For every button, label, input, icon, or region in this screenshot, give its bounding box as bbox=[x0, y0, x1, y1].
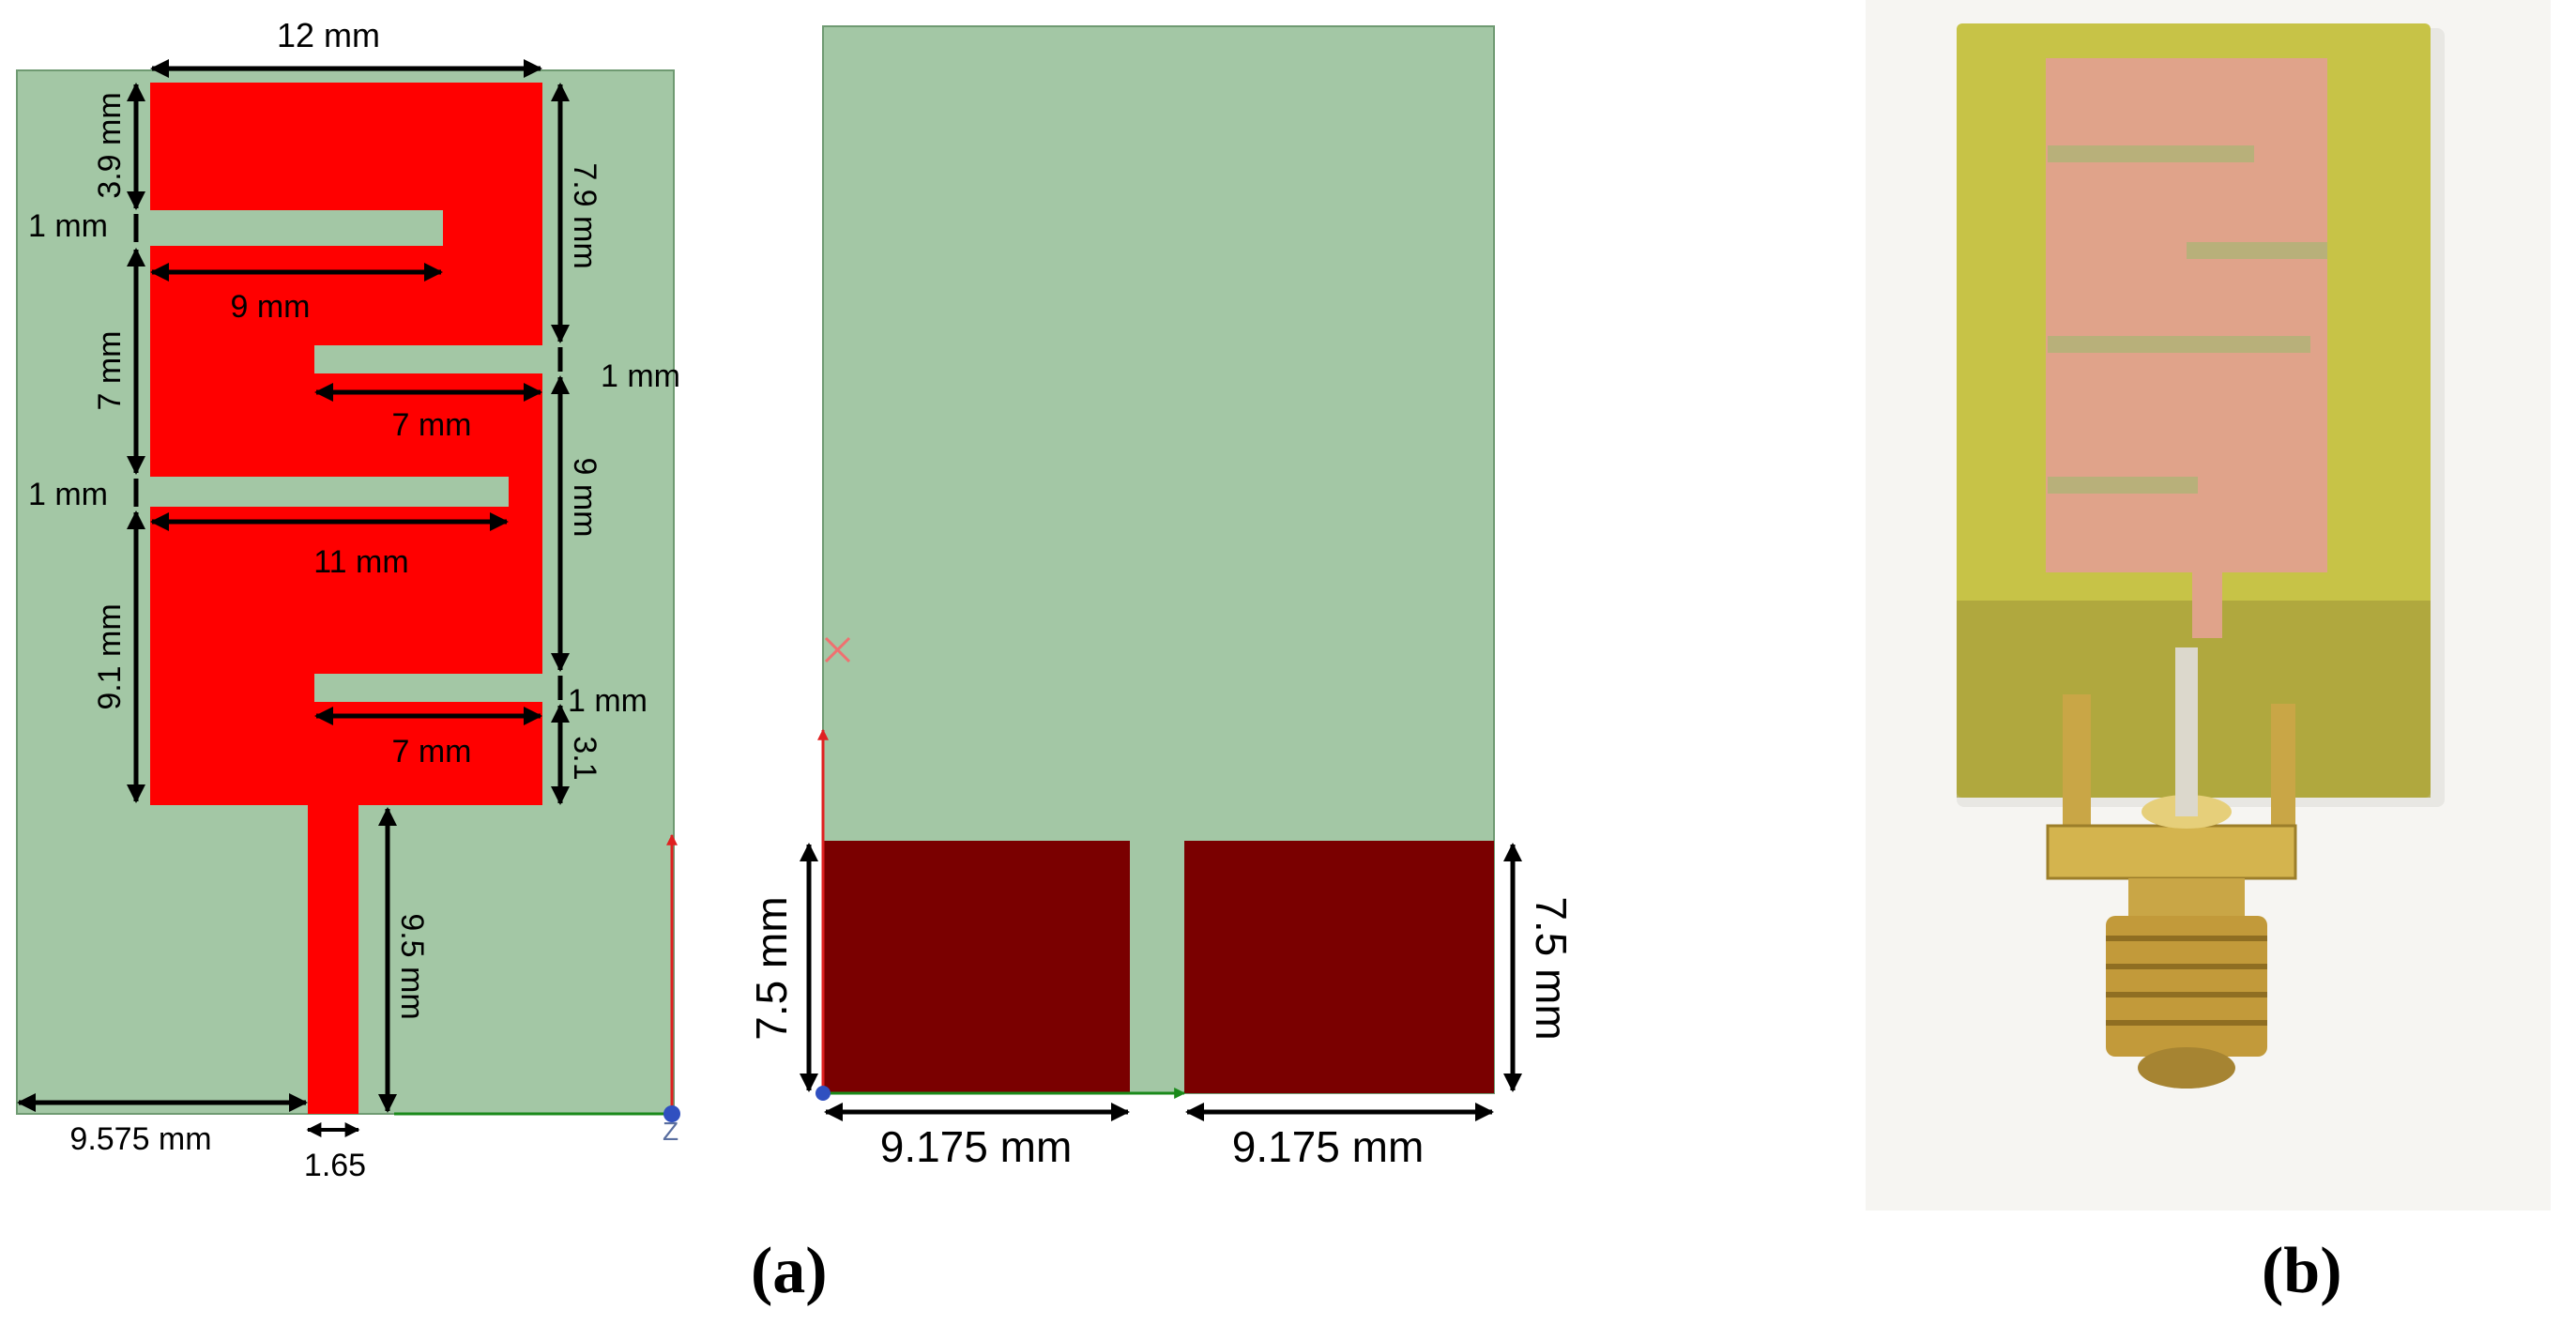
slot4-length-label: 7 mm bbox=[392, 734, 472, 769]
sma-thread bbox=[2106, 916, 2267, 1057]
back-right-width-label: 9.175 mm bbox=[1232, 1122, 1425, 1171]
sma-mount-right bbox=[2271, 704, 2295, 845]
right-label-slot4: 1 mm bbox=[568, 683, 648, 719]
left-label-slot1: 1 mm bbox=[28, 208, 108, 244]
photo-slot-4 bbox=[2048, 477, 2198, 494]
left-label-bottom-gap: 9.1 mm bbox=[92, 603, 128, 709]
slot2-length-label: 7 mm bbox=[392, 407, 472, 443]
caption-b: (b) bbox=[2262, 1235, 2342, 1307]
right-label-slot2: 1 mm bbox=[601, 358, 680, 394]
front-axis-label: Z bbox=[663, 1117, 678, 1146]
width-label: 12 mm bbox=[277, 16, 380, 54]
fabricated-antenna-photo bbox=[1866, 0, 2551, 1211]
right-label-mid-gap: 9 mm bbox=[567, 458, 602, 538]
feed-width-label: 1.65 bbox=[304, 1148, 366, 1183]
photo-slot-1 bbox=[2048, 145, 2254, 162]
ground-left bbox=[823, 841, 1130, 1093]
photo-slot-2 bbox=[2187, 242, 2327, 259]
back-view: 7.5 mm 7.5 mm 9.175 mm 9.175 mm bbox=[747, 25, 1576, 1171]
ground-right bbox=[1184, 841, 1494, 1093]
sma-mount-left bbox=[2063, 694, 2091, 845]
radiating-patch bbox=[150, 83, 542, 1114]
right-label-bottom-gap: 3.1 bbox=[567, 736, 602, 780]
front-view: 12 mm 3.9 mm 1 mm 7 mm 1 mm 9.1 mm 7.9 m… bbox=[16, 16, 680, 1183]
slot1-length-label: 9 mm bbox=[231, 289, 311, 325]
back-right-height-label: 7.5 mm bbox=[1527, 896, 1576, 1040]
back-left-height-label: 7.5 mm bbox=[747, 896, 796, 1040]
back-origin-marker bbox=[815, 1086, 831, 1101]
sma-opening bbox=[2138, 1047, 2235, 1089]
slot3-length-label: 11 mm bbox=[313, 544, 408, 580]
feed-length-label: 9.5 mm bbox=[394, 913, 430, 1019]
left-label-slot3: 1 mm bbox=[28, 477, 108, 512]
caption-a: (a) bbox=[751, 1235, 828, 1307]
offset-label: 9.575 mm bbox=[69, 1121, 211, 1157]
sma-flange bbox=[2046, 824, 2297, 880]
left-label-top-gap: 3.9 mm bbox=[92, 92, 128, 198]
sma-feed-pin bbox=[2175, 647, 2198, 816]
photo-slot-3 bbox=[2048, 336, 2310, 353]
left-label-mid-gap: 7 mm bbox=[92, 331, 128, 411]
front-origin-marker bbox=[663, 1105, 680, 1122]
sma-body bbox=[2128, 878, 2245, 916]
back-left-width-label: 9.175 mm bbox=[880, 1122, 1073, 1171]
right-label-top-gap: 7.9 mm bbox=[567, 162, 602, 268]
back-x-marker bbox=[824, 636, 851, 663]
